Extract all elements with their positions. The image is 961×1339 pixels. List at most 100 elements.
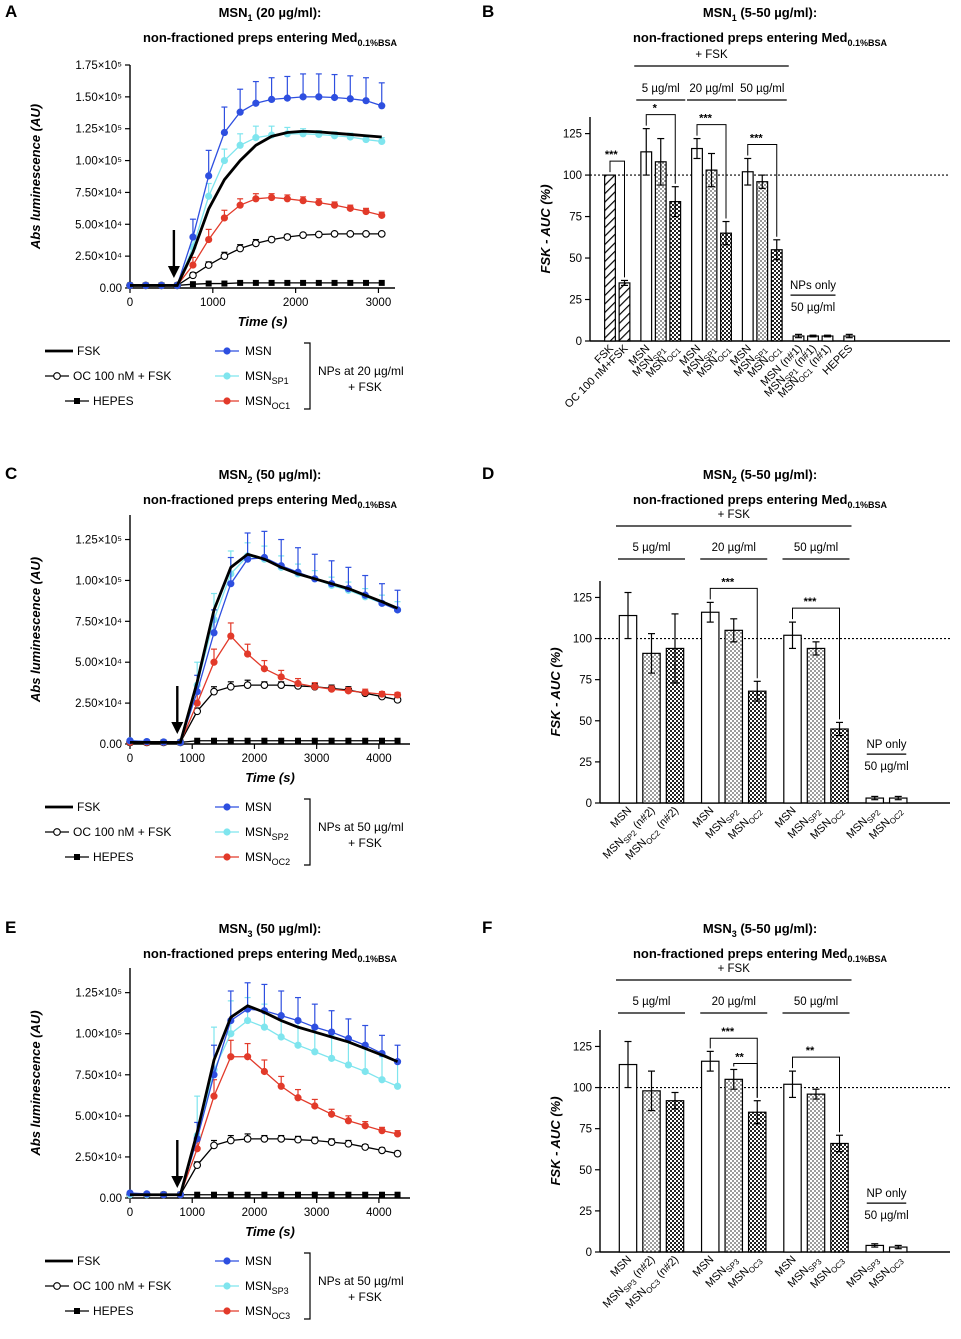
legend-label: HEPES bbox=[93, 850, 134, 864]
panel-subtitle: non-fractioned preps entering Med0.1%BSA bbox=[143, 492, 398, 510]
y-axis-label: FSK - AUC (%) bbox=[538, 184, 553, 273]
data-point bbox=[210, 1141, 218, 1150]
y-tick-label: 1.25×10⁵ bbox=[75, 535, 122, 547]
data-point bbox=[277, 673, 285, 681]
data-point bbox=[260, 665, 268, 673]
data-point bbox=[260, 1067, 268, 1076]
significance-bracket bbox=[645, 114, 676, 184]
data-point bbox=[252, 134, 260, 142]
data-point bbox=[252, 239, 260, 248]
data-point bbox=[331, 279, 338, 286]
stimulus-arrow-head bbox=[171, 722, 184, 734]
legend-label: OC 100 nM + FSK bbox=[73, 369, 171, 383]
bar bbox=[756, 181, 769, 342]
data-point bbox=[344, 1117, 352, 1125]
data-point bbox=[362, 737, 369, 744]
data-point bbox=[361, 1143, 370, 1151]
panel-b: B MSN1 (5-50 µg/ml): non-fractioned preps … bbox=[482, 2, 950, 411]
data-point bbox=[277, 1012, 285, 1020]
data-point bbox=[311, 737, 318, 744]
bar bbox=[618, 282, 631, 342]
y-tick-label: 7.50×10⁴ bbox=[75, 616, 122, 628]
significance-stars: * bbox=[653, 103, 658, 115]
data-point bbox=[294, 679, 302, 688]
fsk-label: + FSK bbox=[695, 49, 728, 61]
panel-subtitle: non-fractioned preps entering Med0.1%BSA bbox=[633, 946, 888, 964]
significance-stars: *** bbox=[804, 596, 818, 608]
significance-stars: *** bbox=[750, 132, 764, 144]
x-tick-label: 4000 bbox=[366, 753, 392, 765]
data-point bbox=[227, 1053, 235, 1061]
data-point bbox=[379, 1191, 385, 1198]
panel-label: F bbox=[482, 918, 492, 937]
data-point bbox=[314, 230, 323, 239]
legend-label: FSK bbox=[77, 1254, 100, 1268]
x-axis-label: Time (s) bbox=[245, 770, 295, 785]
legend-label: HEPES bbox=[93, 394, 134, 408]
bar bbox=[604, 174, 616, 342]
data-point bbox=[283, 94, 291, 102]
stimulus-arrow-head bbox=[167, 266, 180, 278]
data-point bbox=[261, 737, 268, 744]
y-tick-label: 75 bbox=[579, 675, 592, 687]
series-msn bbox=[126, 73, 386, 290]
group-label: 50 µg/ml bbox=[794, 542, 838, 554]
data-point bbox=[311, 683, 319, 691]
data-point bbox=[227, 737, 234, 744]
x-tick-label: 0 bbox=[127, 1207, 133, 1219]
panel-label: E bbox=[5, 918, 16, 937]
data-point bbox=[344, 687, 352, 695]
np-only-conc: 50 µg/ml bbox=[864, 1210, 908, 1222]
bar bbox=[783, 634, 802, 804]
data-point bbox=[378, 102, 386, 110]
y-tick-label: 125 bbox=[573, 1041, 592, 1053]
x-tick-label: 1000 bbox=[179, 753, 205, 765]
bar bbox=[642, 652, 661, 804]
legend-label: OC 100 nM + FSK bbox=[73, 825, 171, 839]
np-only-conc: 50 µg/ml bbox=[791, 302, 835, 314]
panel-f: F MSN3 (5-50 µg/ml): non-fractioned preps … bbox=[482, 918, 950, 1311]
x-tick-label: 0 bbox=[127, 753, 133, 765]
y-tick-label: 1.00×10⁵ bbox=[75, 156, 122, 168]
legend-label: FSK bbox=[77, 800, 100, 814]
bar bbox=[830, 728, 849, 804]
series-sp bbox=[126, 542, 402, 746]
legend: FSK OC 100 nM + FSK HEPES MSN MSNSP2 MSNOC2 NP… bbox=[45, 798, 404, 867]
y-tick-label: 1.00×10⁵ bbox=[75, 1029, 122, 1041]
series-line bbox=[129, 555, 398, 744]
data-point bbox=[363, 279, 370, 286]
legend-marker bbox=[74, 854, 80, 860]
data-point bbox=[226, 1136, 235, 1145]
data-point bbox=[277, 1033, 285, 1041]
legend-marker bbox=[53, 372, 61, 380]
panel-c: C MSN2 (50 µg/ml): non-fractioned preps en… bbox=[5, 464, 410, 867]
data-point bbox=[328, 1191, 335, 1198]
panel-subtitle: non-fractioned preps entering Med0.1%BSA bbox=[143, 30, 398, 48]
series-line bbox=[130, 133, 382, 287]
data-point bbox=[220, 252, 229, 260]
y-tick-label: 50 bbox=[569, 253, 582, 265]
y-axis-label: FSK - AUC (%) bbox=[548, 1096, 563, 1185]
data-point bbox=[236, 141, 244, 149]
significance-stars: ** bbox=[735, 1051, 744, 1063]
data-point bbox=[236, 244, 244, 253]
legend-bracket bbox=[304, 1252, 311, 1320]
data-point bbox=[295, 737, 301, 744]
np-only-label: NP only bbox=[866, 739, 906, 751]
significance-stars: *** bbox=[605, 149, 619, 161]
y-tick-label: 100 bbox=[573, 1083, 592, 1095]
y-tick-label: 1.50×10⁵ bbox=[75, 92, 122, 104]
bar bbox=[747, 690, 767, 804]
series-fsk bbox=[130, 129, 382, 287]
legend-marker bbox=[53, 828, 61, 836]
data-point bbox=[189, 233, 197, 241]
legend-label: HEPES bbox=[93, 1304, 134, 1318]
series-ocp bbox=[126, 1039, 402, 1199]
data-point bbox=[205, 235, 213, 244]
bar bbox=[830, 1142, 849, 1253]
data-point bbox=[244, 737, 251, 744]
data-point bbox=[393, 1130, 402, 1138]
data-point bbox=[244, 650, 252, 658]
data-point bbox=[252, 99, 260, 107]
